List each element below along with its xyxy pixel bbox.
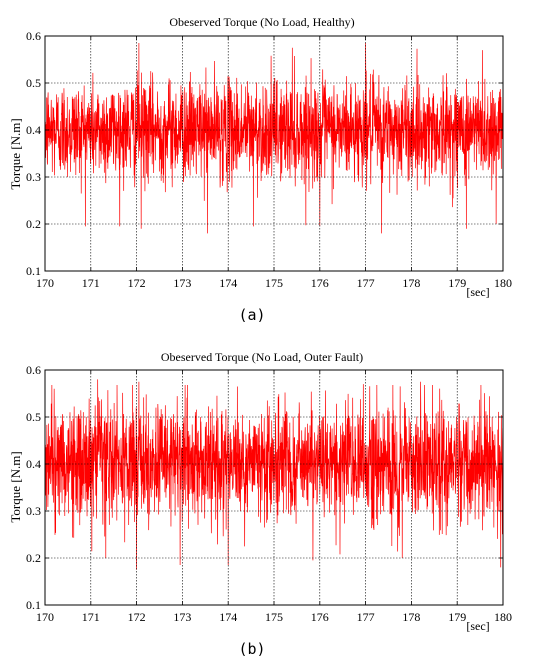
y-tick-label: 0.4 [26, 457, 41, 471]
x-tick-label: 172 [128, 610, 146, 624]
chart-title: Obeserved Torque (No Load, Healthy) [169, 15, 354, 29]
x-tick-label: 170 [36, 276, 54, 290]
y-tick-label: 0.2 [26, 217, 41, 231]
panel-label: (a) [238, 306, 265, 324]
x-tick-label: 177 [357, 276, 375, 290]
chart-title: Obeserved Torque (No Load, Outer Fault) [161, 350, 363, 364]
x-tick-label: 179 [448, 276, 466, 290]
x-tick-label: 175 [265, 276, 283, 290]
x-tick-label: 170 [36, 610, 54, 624]
x-tick-label: 174 [219, 610, 237, 624]
x-tick-label: 178 [402, 610, 420, 624]
torque-series-line [44, 43, 504, 234]
x-tick-label: 177 [357, 610, 375, 624]
panel-label: (b) [238, 640, 265, 658]
x-tick-label: 176 [311, 276, 329, 290]
x-tick-label: 175 [265, 610, 283, 624]
x-axis-unit: [sec] [466, 619, 489, 633]
y-tick-label: 0.1 [26, 264, 41, 278]
y-tick-label: 0.5 [26, 76, 41, 90]
x-axis-unit: [sec] [466, 285, 489, 299]
x-tick-label: 172 [128, 276, 146, 290]
x-tick-label: 171 [82, 610, 100, 624]
y-axis-label: Torque [N.m] [8, 118, 23, 189]
x-tick-label: 173 [173, 276, 191, 290]
panel-a: Obeserved Torque (No Load, Healthy) Torq… [8, 15, 512, 324]
y-tick-label: 0.6 [26, 29, 41, 43]
x-tick-label: 171 [82, 276, 100, 290]
y-tick-label: 0.2 [26, 551, 41, 565]
y-tick-label: 0.6 [26, 363, 41, 377]
y-axis-label: Torque [N.m] [8, 451, 23, 522]
y-tick-label: 0.4 [26, 123, 41, 137]
y-tick-label: 0.3 [26, 170, 41, 184]
x-tick-label: 176 [311, 610, 329, 624]
y-tick-label: 0.3 [26, 504, 41, 518]
x-tick-label: 179 [448, 610, 466, 624]
y-tick-label: 0.1 [26, 598, 41, 612]
x-tick-label: 180 [494, 276, 512, 290]
x-tick-label: 180 [494, 610, 512, 624]
x-tick-label: 174 [219, 276, 237, 290]
x-tick-label: 178 [402, 276, 420, 290]
x-tick-label: 173 [173, 610, 191, 624]
y-tick-label: 0.5 [26, 410, 41, 424]
panel-b: Obeserved Torque (No Load, Outer Fault) … [8, 350, 512, 658]
